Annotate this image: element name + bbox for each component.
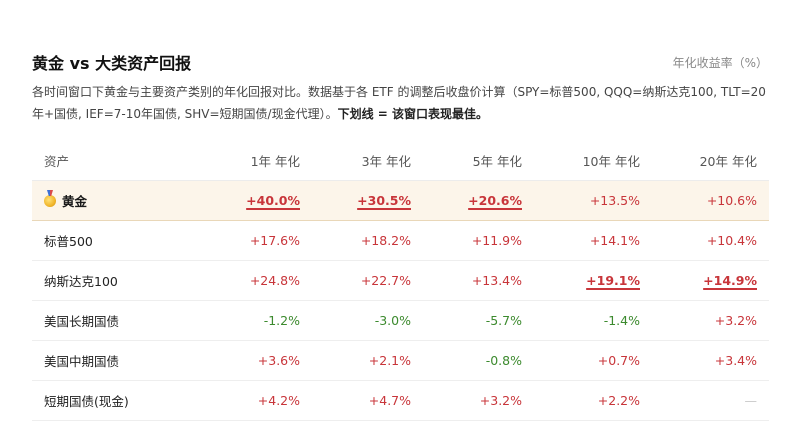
asset-name-cell: 黄金 [32,180,202,221]
return-cell: +18.2% [312,220,423,261]
return-cell: +11.9% [423,220,534,261]
best-return-value: +14.9% [703,273,757,288]
return-cell: +3.4% [652,340,769,381]
return-value: +10.6% [706,193,757,208]
return-value: — [744,393,758,408]
return-cell: +13.5% [534,180,652,221]
asset-name: 美国长期国债 [44,314,120,329]
return-value: +3.6% [257,353,300,368]
return-cell: +4.7% [312,380,423,421]
best-return-value: +30.5% [357,193,411,208]
return-value: +14.1% [589,233,640,248]
column-header-asset: 资产 [32,140,202,181]
returns-table: 资产 1年 年化 3年 年化 5年 年化 10年 年化 20年 年化 黄金 +40… [32,140,769,421]
column-header-1y: 1年 年化 [202,140,312,181]
return-cell: +17.6% [202,220,312,261]
return-value: +2.1% [368,353,411,368]
column-header-3y: 3年 年化 [312,140,423,181]
return-value: +4.2% [257,393,300,408]
table-row: 美国长期国债 -1.2% -3.0% -5.7% -1.4% +3.2% [32,300,769,341]
page-title: 黄金 vs 大类资产回报 [32,54,192,73]
table-row: 纳斯达克100 +24.8% +22.7% +13.4% +19.1% +14.9% [32,260,769,301]
return-cell: +24.8% [202,260,312,301]
return-cell: +3.6% [202,340,312,381]
asset-name-cell: 美国长期国债 [32,300,202,341]
return-value: +3.2% [714,313,757,328]
description-text: 各时间窗口下黄金与主要资产类别的年化回报对比。数据基于各 ETF 的调整后收盘价… [32,85,766,121]
return-value: -0.8% [485,353,522,368]
return-cell: +40.0% [202,180,312,221]
description-note: 下划线 = 该窗口表现最佳。 [337,107,488,121]
return-value: +3.4% [714,353,757,368]
return-cell: +10.6% [652,180,769,221]
return-cell: +2.1% [312,340,423,381]
return-value: +18.2% [360,233,411,248]
return-value: +22.7% [360,273,411,288]
table-header-row: 资产 1年 年化 3年 年化 5年 年化 10年 年化 20年 年化 [32,140,769,181]
asset-name: 短期国债(现金) [44,394,129,409]
return-cell: +19.1% [534,260,652,301]
return-cell: +20.6% [423,180,534,221]
return-value: +0.7% [597,353,640,368]
return-value: +10.4% [706,233,757,248]
header: 黄金 vs 大类资产回报 年化收益率（%） [32,50,768,76]
return-cell: +4.2% [202,380,312,421]
return-value: -5.7% [485,313,522,328]
return-cell: +30.5% [312,180,423,221]
return-cell: +14.1% [534,220,652,261]
return-value: -3.0% [374,313,411,328]
return-cell: -0.8% [423,340,534,381]
column-header-10y: 10年 年化 [534,140,652,181]
asset-name-cell: 短期国债(现金) [32,380,202,421]
return-cell: +0.7% [534,340,652,381]
best-return-value: +19.1% [586,273,640,288]
return-cell: -1.4% [534,300,652,341]
return-cell: -5.7% [423,300,534,341]
column-header-5y: 5年 年化 [423,140,534,181]
return-value: +13.5% [589,193,640,208]
unit-label: 年化收益率（%） [672,56,768,70]
return-value: -1.2% [263,313,300,328]
description: 各时间窗口下黄金与主要资产类别的年化回报对比。数据基于各 ETF 的调整后收盘价… [32,81,772,125]
return-cell: +3.2% [652,300,769,341]
column-header-20y: 20年 年化 [652,140,769,181]
return-cell: +10.4% [652,220,769,261]
return-value: -1.4% [603,313,640,328]
return-cell: — [652,380,769,421]
return-cell: +22.7% [312,260,423,301]
asset-name-cell: 标普500 [32,220,202,261]
table-body: 黄金 +40.0% +30.5% +20.6% +13.5% +10.6% 标普500 +17… [32,180,769,421]
return-cell: +2.2% [534,380,652,421]
asset-name: 黄金 [62,194,88,209]
return-value: +17.6% [249,233,300,248]
return-cell: +13.4% [423,260,534,301]
return-cell: +3.2% [423,380,534,421]
best-return-value: +40.0% [246,193,300,208]
return-value: +4.7% [368,393,411,408]
table-row: 美国中期国债 +3.6% +2.1% -0.8% +0.7% +3.4% [32,340,769,381]
asset-name-cell: 美国中期国债 [32,340,202,381]
asset-name: 标普500 [44,234,93,249]
table-row: 标普500 +17.6% +18.2% +11.9% +14.1% +10.4% [32,220,769,261]
table-row: 短期国债(现金) +4.2% +4.7% +3.2% +2.2% — [32,380,769,421]
best-return-value: +20.6% [468,193,522,208]
return-value: +24.8% [249,273,300,288]
return-value: +13.4% [471,273,522,288]
asset-name: 美国中期国债 [44,354,120,369]
table-row: 黄金 +40.0% +30.5% +20.6% +13.5% +10.6% [32,180,769,221]
return-value: +3.2% [479,393,522,408]
return-cell: +14.9% [652,260,769,301]
medal-icon [44,195,56,207]
return-value: +11.9% [471,233,522,248]
return-cell: -3.0% [312,300,423,341]
return-cell: -1.2% [202,300,312,341]
return-value: +2.2% [597,393,640,408]
asset-name-cell: 纳斯达克100 [32,260,202,301]
asset-name: 纳斯达克100 [44,274,118,289]
